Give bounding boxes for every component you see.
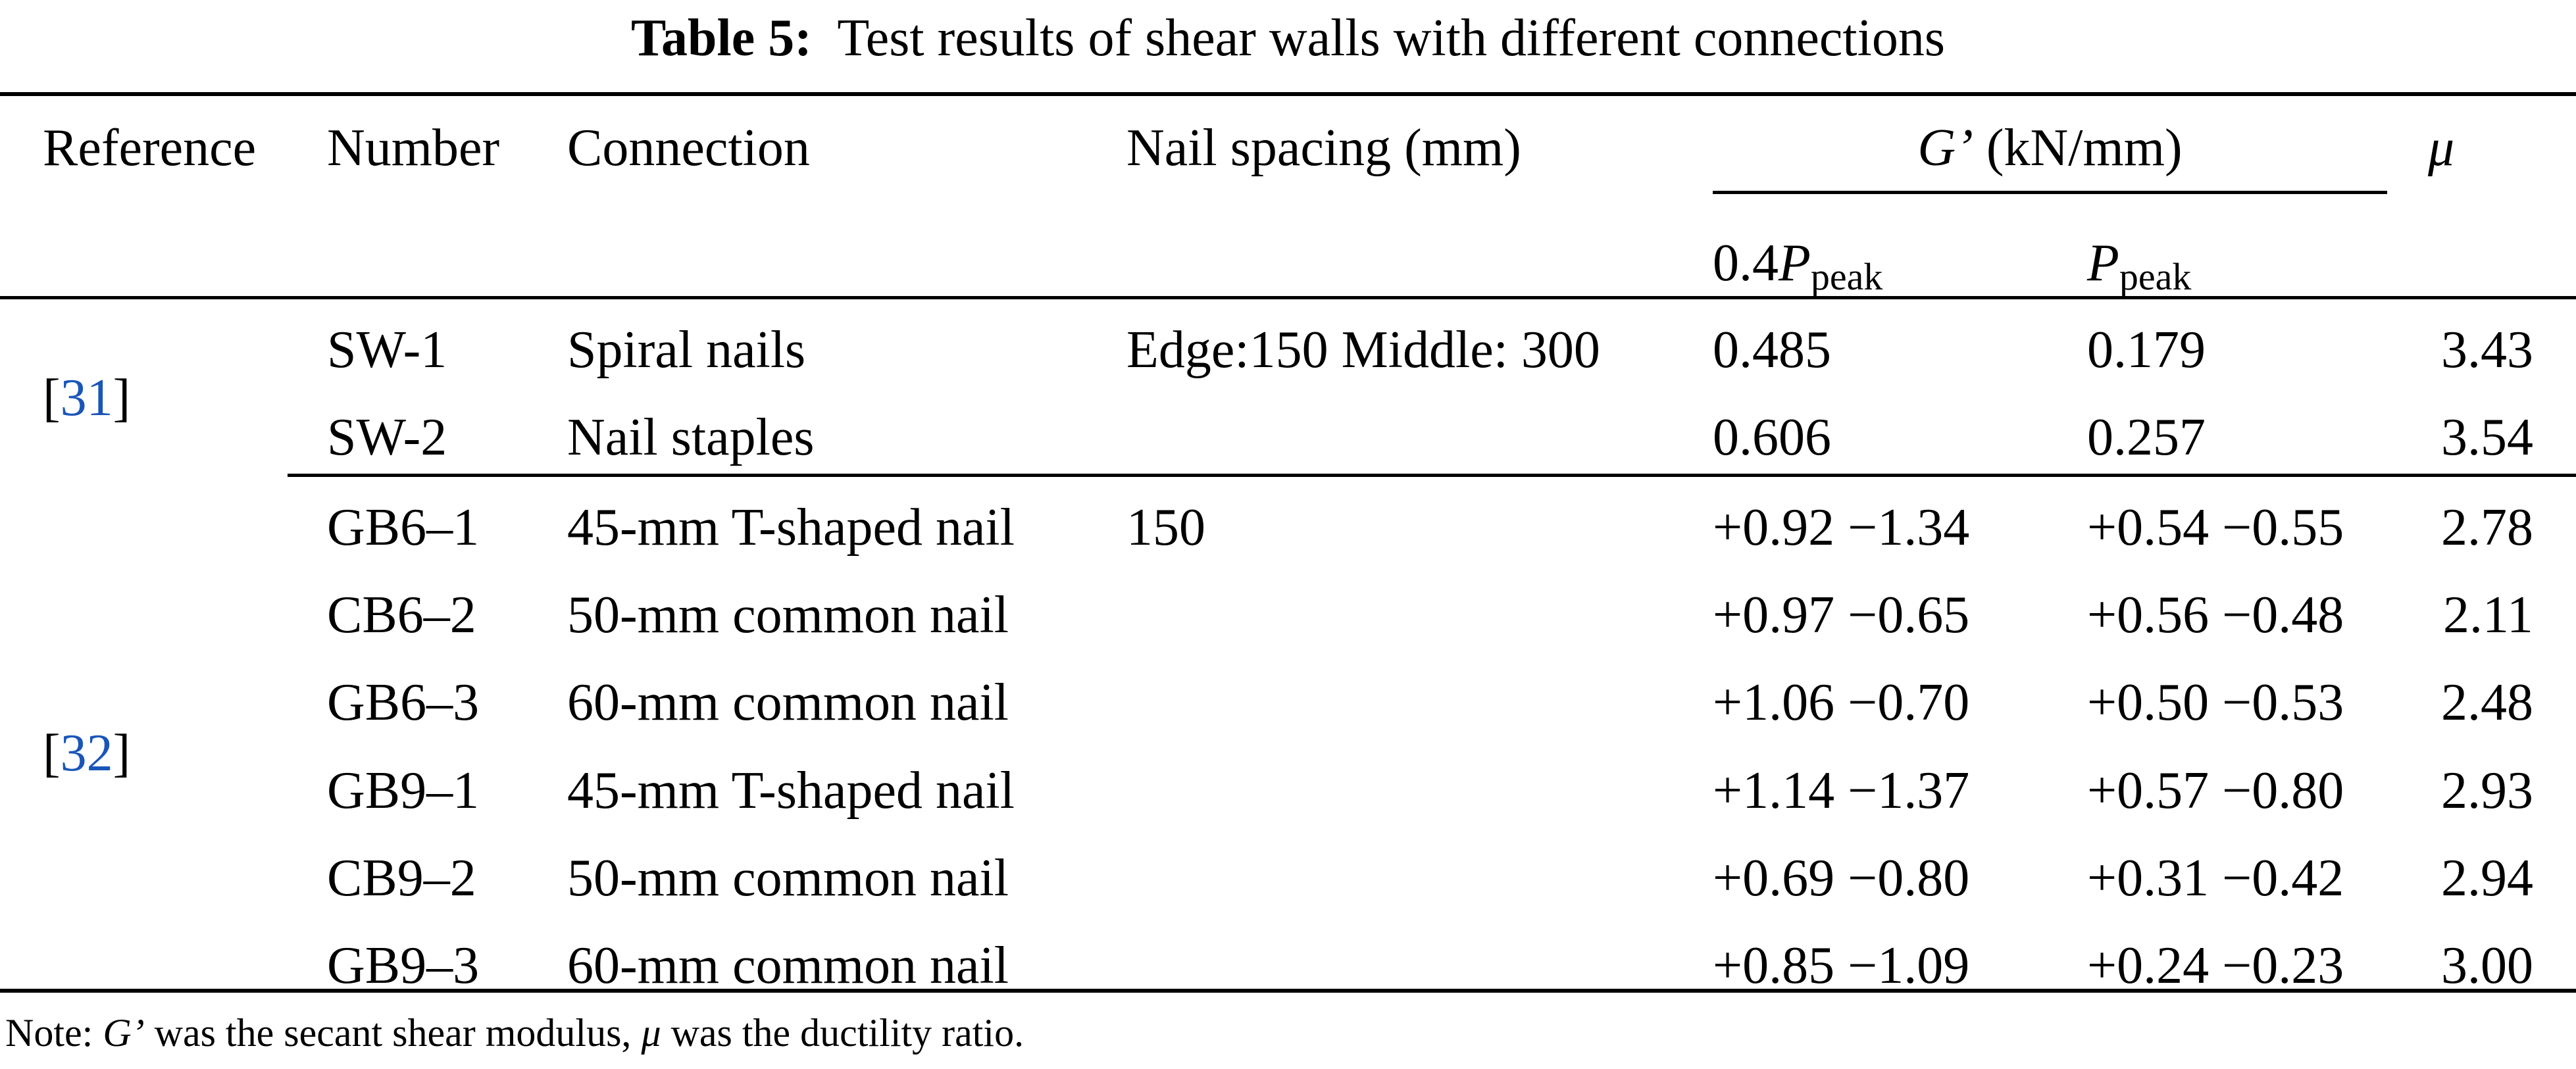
header-g: G’ (kN/mm) <box>1713 115 2387 181</box>
row-g-peak: +0.54 −0.55 <box>2087 499 2344 557</box>
row-number: CB9–2 <box>327 849 476 907</box>
table-title: Table 5: Test results of shear walls wit… <box>0 5 2576 71</box>
g-unit: (kN/mm) <box>1986 119 2183 177</box>
row-number: SW-1 <box>327 321 447 379</box>
header-g-0-4-ppeak: 0.4Ppeak <box>1713 234 1883 298</box>
row-mu: 2.48 <box>2441 674 2533 732</box>
row-g-peak: +0.24 −0.23 <box>2087 937 2344 995</box>
row-connection: 50-mm common nail <box>567 586 1009 644</box>
row-number: SW-2 <box>327 409 447 466</box>
table-caption: Test results of shear walls with differe… <box>837 9 1946 67</box>
row-g-0-4: +0.92 −1.34 <box>1713 499 1970 557</box>
header-connection: Connection <box>567 119 810 177</box>
row-mu: 2.94 <box>2441 849 2533 907</box>
group-separator-rule <box>288 474 2576 477</box>
row-number: GB9–3 <box>327 937 480 995</box>
row-connection: Spiral nails <box>567 321 806 379</box>
row-mu: 3.54 <box>2441 409 2533 466</box>
row-g-0-4: 0.485 <box>1713 321 1831 379</box>
header-mu: μ <box>2428 115 2454 181</box>
reference-cell-31: [31] <box>43 369 131 427</box>
reference-cell-32: [32] <box>43 724 131 782</box>
header-nail-spacing: Nail spacing (mm) <box>1126 119 1521 177</box>
row-nail-spacing: 150 <box>1126 499 1205 557</box>
header-bottom-rule <box>0 296 2576 299</box>
row-g-peak: 0.257 <box>2087 409 2206 466</box>
g-header-rule <box>1713 191 2387 194</box>
row-connection: 50-mm common nail <box>567 849 1009 907</box>
header-number: Number <box>327 119 500 177</box>
row-connection: 60-mm common nail <box>567 674 1009 732</box>
row-g-0-4: 0.606 <box>1713 409 1831 466</box>
row-number: GB9–1 <box>327 762 480 820</box>
header-reference: Reference <box>43 119 257 177</box>
top-rule <box>0 92 2576 96</box>
g-symbol: G’ <box>1917 119 1973 177</box>
header-g-ppeak: Ppeak <box>2087 234 2192 298</box>
row-mu: 2.11 <box>2442 586 2533 644</box>
row-mu: 2.78 <box>2441 499 2533 557</box>
row-g-0-4: +1.06 −0.70 <box>1713 674 1970 732</box>
reference-link-32[interactable]: 32 <box>60 724 113 782</box>
row-g-peak: +0.57 −0.80 <box>2087 762 2344 820</box>
row-number: GB6–1 <box>327 499 480 557</box>
row-connection: 60-mm common nail <box>567 937 1009 995</box>
row-mu: 3.00 <box>2441 937 2533 995</box>
row-g-peak: +0.56 −0.48 <box>2087 586 2344 644</box>
row-number: CB6–2 <box>327 586 476 644</box>
reference-link-31[interactable]: 31 <box>60 369 113 427</box>
row-nail-spacing: Edge:150 Middle: 300 <box>1126 321 1600 379</box>
row-connection: Nail staples <box>567 409 815 466</box>
table-label: Table 5: <box>630 9 812 67</box>
row-mu: 2.93 <box>2441 762 2533 820</box>
row-g-peak: +0.50 −0.53 <box>2087 674 2344 732</box>
row-g-0-4: +0.69 −0.80 <box>1713 849 1970 907</box>
row-number: GB6–3 <box>327 674 480 732</box>
table-note: Note: G’ was the secant shear modulus, μ… <box>5 1011 1024 1055</box>
row-g-peak: 0.179 <box>2087 321 2206 379</box>
row-connection: 45-mm T-shaped nail <box>567 499 1015 557</box>
mu-symbol: μ <box>2428 119 2455 177</box>
row-connection: 45-mm T-shaped nail <box>567 762 1015 820</box>
row-g-peak: +0.31 −0.42 <box>2087 849 2344 907</box>
row-g-0-4: +1.14 −1.37 <box>1713 762 1970 820</box>
row-mu: 3.43 <box>2441 321 2533 379</box>
bottom-rule <box>0 989 2576 993</box>
row-g-0-4: +0.97 −0.65 <box>1713 586 1970 644</box>
row-g-0-4: +0.85 −1.09 <box>1713 937 1970 995</box>
